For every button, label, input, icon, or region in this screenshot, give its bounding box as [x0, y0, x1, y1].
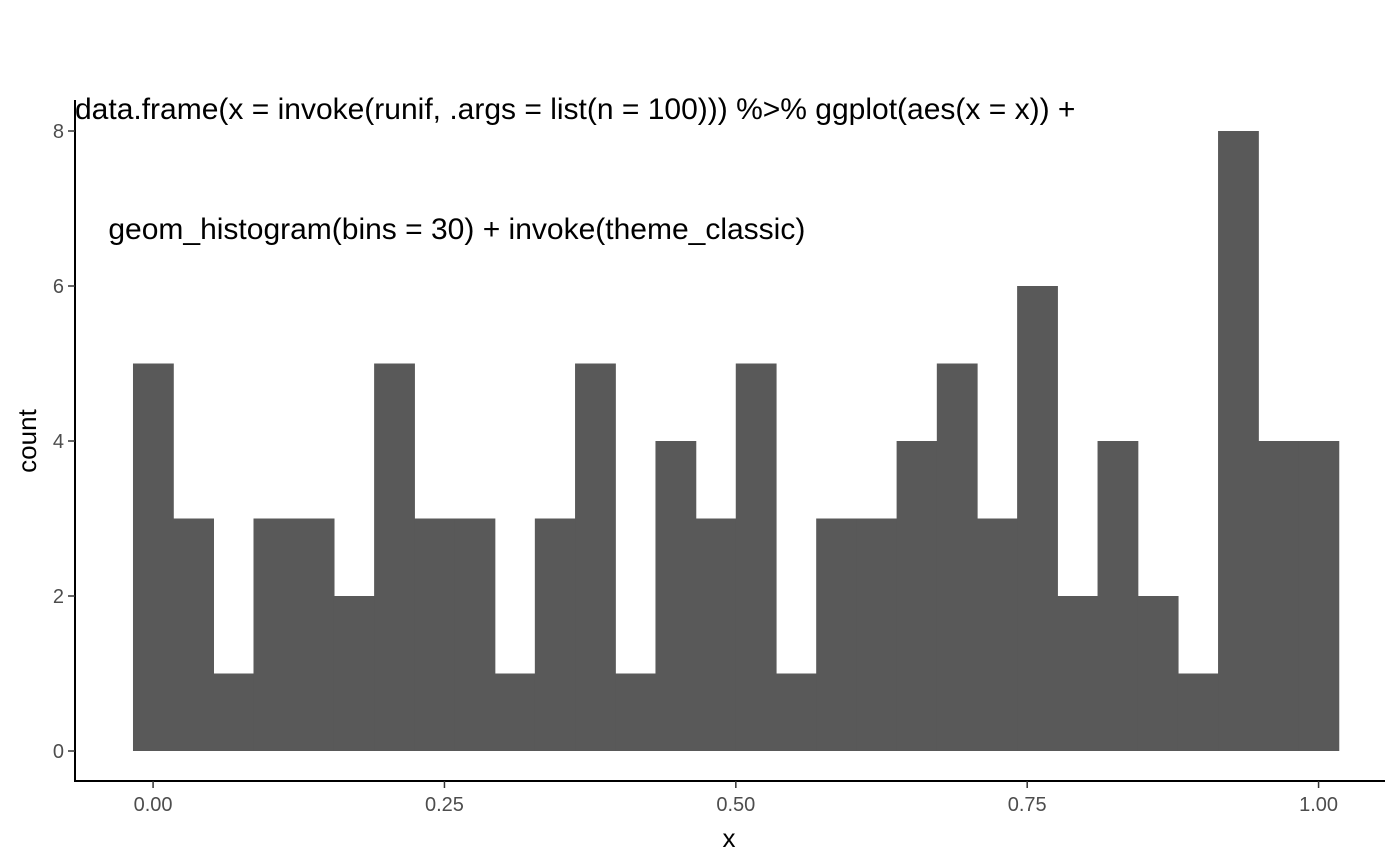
x-tick-label: 0.25 [425, 794, 464, 816]
histogram-bar [173, 518, 215, 751]
histogram-bar [1177, 673, 1219, 751]
y-tick-label: 2 [53, 586, 64, 608]
x-tick-label: 0.00 [134, 794, 173, 816]
histogram-bar [655, 441, 697, 751]
axes: 0 2 4 6 8 0.00 0.25 0.50 0.75 1.00 [53, 100, 1385, 816]
histogram-bar [534, 518, 576, 751]
histogram-bar [132, 363, 174, 751]
x-axis-title: x [723, 823, 736, 853]
y-axis-title: count [12, 408, 42, 472]
histogram-bar [896, 441, 938, 751]
histogram-bar [856, 518, 898, 751]
chart-title-line-1: data.frame(x = invoke(runif, .args = lis… [75, 93, 1076, 126]
histogram-bar [213, 673, 255, 751]
histogram-bar [1258, 441, 1300, 751]
histogram-bar [253, 518, 295, 751]
histogram-bar [1137, 596, 1179, 751]
histogram-bars [132, 131, 1340, 751]
y-tick-label: 8 [53, 121, 64, 143]
histogram-bar [695, 518, 737, 751]
y-tick-label: 6 [53, 276, 64, 298]
histogram-bar [1057, 596, 1099, 751]
histogram-bar [575, 363, 616, 751]
histogram-bar [414, 518, 456, 751]
histogram-bar [775, 673, 817, 751]
chart-title: data.frame(x = invoke(runif, .args = lis… [75, 10, 1375, 290]
histogram-bar [615, 673, 657, 751]
y-tick-label: 0 [53, 741, 64, 763]
histogram-bar [1298, 441, 1340, 751]
histogram-bar [1097, 441, 1139, 751]
histogram-bar [374, 363, 415, 751]
histogram-bar [976, 518, 1018, 751]
histogram-bar [454, 518, 496, 751]
histogram-bar [1218, 131, 1259, 751]
x-tick-label: 1.00 [1299, 794, 1338, 816]
chart-title-line-2: geom_histogram(bins = 30) + invoke(theme… [75, 213, 806, 246]
histogram-bar [293, 518, 335, 751]
x-tick-label: 0.50 [716, 794, 755, 816]
histogram-bar [494, 673, 536, 751]
histogram-bar [735, 363, 777, 751]
histogram-bar [333, 596, 375, 751]
y-tick-label: 4 [53, 431, 64, 453]
histogram-bar [1017, 286, 1058, 751]
x-tick-label: 0.75 [1008, 794, 1047, 816]
histogram-bar [816, 518, 857, 751]
histogram-bar [936, 363, 978, 751]
